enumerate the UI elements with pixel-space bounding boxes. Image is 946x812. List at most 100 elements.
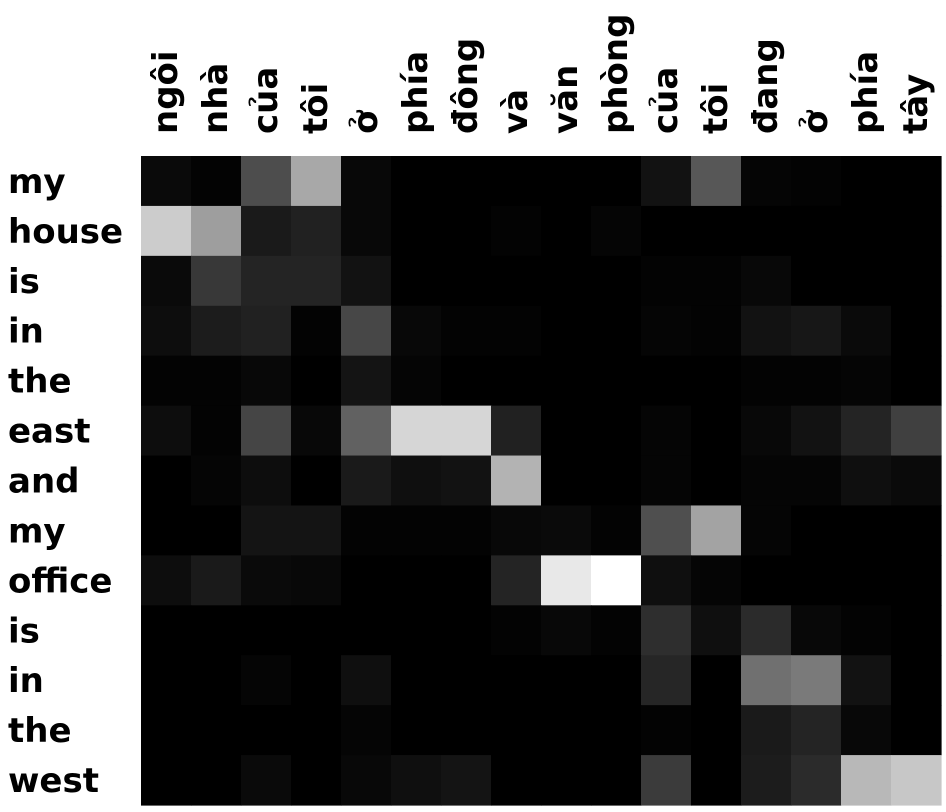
heatmap-cell <box>691 405 742 457</box>
heatmap-cell <box>891 156 942 207</box>
heatmap-cell <box>741 405 792 457</box>
heatmap-cell <box>241 705 292 756</box>
heatmap-cell <box>291 655 342 706</box>
heatmap-cell <box>391 355 442 407</box>
x-tick-label: tôi <box>696 83 736 134</box>
x-tick-label: nhà <box>196 63 236 134</box>
heatmap-cell <box>741 156 792 207</box>
heatmap-cell <box>641 355 692 407</box>
heatmap-cell <box>841 405 892 457</box>
heatmap-cell <box>691 156 742 207</box>
heatmap-cell <box>691 305 742 357</box>
heatmap-cell <box>791 605 842 656</box>
y-tick-label: and <box>8 462 80 502</box>
heatmap-cell <box>741 455 792 507</box>
heatmap-cell <box>541 605 592 656</box>
heatmap-cell <box>791 555 842 606</box>
heatmap-cell <box>541 455 592 507</box>
heatmap-cell <box>791 655 842 706</box>
heatmap-cell <box>791 305 842 357</box>
heatmap-cell <box>841 455 892 507</box>
heatmap-cell <box>141 705 192 756</box>
heatmap-cell <box>491 156 542 207</box>
heatmap-cell <box>491 255 542 307</box>
heatmap-cell <box>641 255 692 307</box>
heatmap-cell <box>641 205 692 257</box>
heatmap-cell <box>291 205 342 257</box>
heatmap-cell <box>141 355 192 407</box>
heatmap-cell <box>691 455 742 507</box>
heatmap-cell <box>691 255 742 307</box>
heatmap-cell <box>241 355 292 407</box>
heatmap-cell <box>341 705 392 756</box>
heatmap-cell <box>591 755 642 806</box>
x-tick-label: ở <box>796 109 836 134</box>
heatmap-cell <box>141 755 192 806</box>
heatmap-cell <box>541 255 592 307</box>
heatmap-cell <box>641 305 692 357</box>
heatmap-cell <box>891 255 942 307</box>
x-tick-label: phía <box>396 51 436 134</box>
x-tick-label: đông <box>446 38 486 134</box>
heatmap-cell <box>341 655 392 706</box>
heatmap-cell <box>541 705 592 756</box>
x-tick-label: tôi <box>296 83 336 134</box>
heatmap-cell <box>691 605 742 656</box>
heatmap-cell <box>141 655 192 706</box>
heatmap-cell <box>591 505 642 556</box>
heatmap-cell <box>141 205 192 257</box>
x-tick-label: tây <box>896 74 936 134</box>
y-tick-label: the <box>8 711 72 751</box>
heatmap-cell <box>391 405 442 457</box>
heatmap-cell <box>241 255 292 307</box>
heatmap-cell <box>241 156 292 207</box>
heatmap-cell <box>891 355 942 407</box>
heatmap-cell <box>291 555 342 606</box>
heatmap-cell <box>641 455 692 507</box>
y-tick-label: office <box>8 561 113 601</box>
heatmap-cell <box>191 755 242 806</box>
heatmap-cell <box>341 156 392 207</box>
heatmap-cell <box>441 655 492 706</box>
heatmap-cell <box>691 355 742 407</box>
heatmap-cell <box>891 655 942 706</box>
heatmap-cell <box>891 405 942 457</box>
heatmap-cell <box>241 205 292 257</box>
heatmap-cell <box>341 205 392 257</box>
heatmap-cell <box>741 255 792 307</box>
heatmap-cell <box>191 405 242 457</box>
heatmap-cell <box>441 555 492 606</box>
heatmap-cell <box>241 555 292 606</box>
heatmap-cell <box>341 305 392 357</box>
heatmap-cell <box>691 555 742 606</box>
heatmap-cell <box>241 755 292 806</box>
y-tick-label: east <box>8 412 91 452</box>
heatmap-cell <box>891 305 942 357</box>
heatmap-cell <box>191 205 242 257</box>
y-tick-label: the <box>8 362 72 402</box>
heatmap-cell <box>441 755 492 806</box>
y-tick-label: my <box>8 162 66 202</box>
heatmap-cell <box>741 355 792 407</box>
heatmap-cell <box>791 755 842 806</box>
heatmap-cell <box>141 505 192 556</box>
heatmap-cell <box>741 505 792 556</box>
heatmap-cell <box>341 455 392 507</box>
heatmap-cell <box>541 355 592 407</box>
heatmap-cell <box>891 605 942 656</box>
heatmap-cell <box>791 505 842 556</box>
heatmap-cell <box>241 305 292 357</box>
x-tick-label: đang <box>746 38 786 134</box>
y-axis-labels: my house is in the east and my office is in the west <box>8 162 123 801</box>
y-tick-label: is <box>8 262 40 302</box>
heatmap-cell <box>491 455 542 507</box>
heatmap-cell <box>191 655 242 706</box>
heatmap-cell <box>741 305 792 357</box>
heatmap-cell <box>291 705 342 756</box>
heatmap-cell <box>491 205 542 257</box>
heatmap-cell <box>141 555 192 606</box>
heatmap-cell <box>641 555 692 606</box>
heatmap-cell <box>891 705 942 756</box>
heatmap-cell <box>241 655 292 706</box>
heatmap-cell <box>491 505 542 556</box>
